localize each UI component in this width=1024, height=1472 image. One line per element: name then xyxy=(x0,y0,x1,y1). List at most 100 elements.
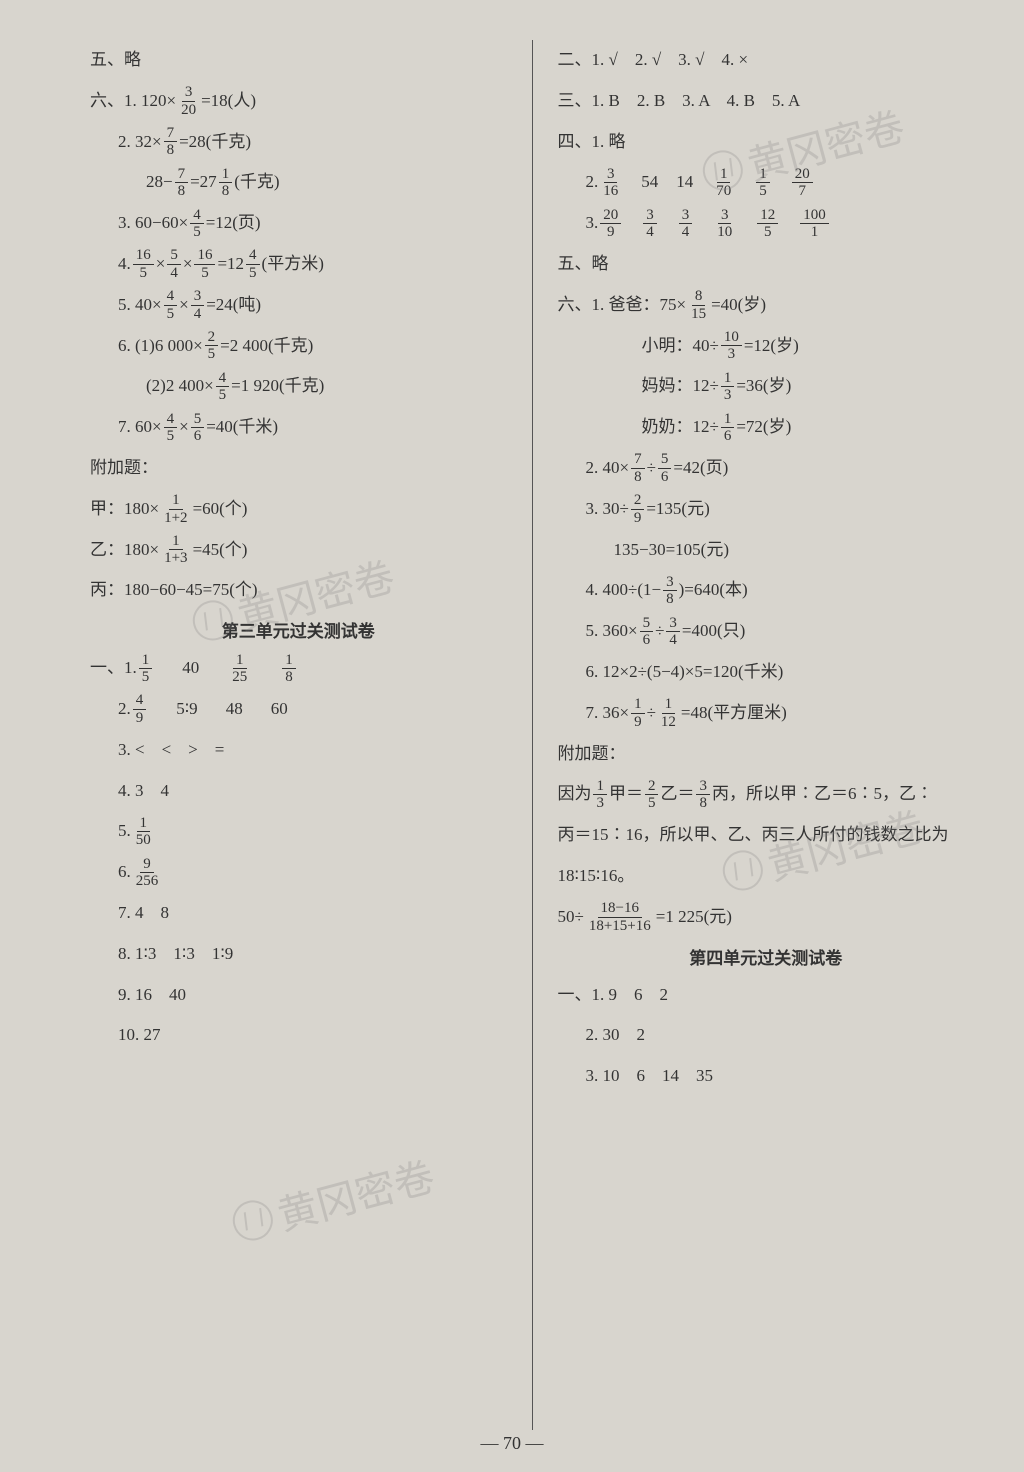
text-line: 二、1. √ 2. √ 3. √ 4. × xyxy=(557,40,974,81)
fraction: 209 xyxy=(600,207,621,241)
text-line: 5. 150 xyxy=(90,811,507,852)
text-line: 8. 1∶3 1∶3 1∶9 xyxy=(90,934,507,975)
text-line: 奶奶：12÷ 16 =72(岁) xyxy=(557,407,974,448)
text-line: 28− 78 =27 18 (千克) xyxy=(90,162,507,203)
t: 4. 400÷(1− xyxy=(585,570,661,611)
fraction: 207 xyxy=(792,166,813,200)
text-line: 3. 30÷ 29 =135(元) xyxy=(557,489,974,530)
text-line: 6. (1)6 000× 25 =2 400(千克) xyxy=(90,326,507,367)
t: =12(页) xyxy=(206,203,261,244)
text-line: 一、1. 9 6 2 xyxy=(557,975,974,1016)
fraction: 45 xyxy=(216,370,230,404)
t: 小明：40÷ xyxy=(641,326,718,367)
fraction: 316 xyxy=(600,166,621,200)
t: 3. xyxy=(585,203,598,244)
fraction: 25 xyxy=(645,778,659,812)
text-line: 9. 16 40 xyxy=(90,975,507,1016)
left-column: 五、略 六、1. 120× 320 =18(人) 2. 32× 78 =28(千… xyxy=(90,40,527,1430)
t: =42(页) xyxy=(673,448,728,489)
fraction: 150 xyxy=(133,815,154,849)
text-line: 3. 209 34 34 310 125 1001 xyxy=(557,203,974,244)
t: 48 xyxy=(226,689,243,730)
fraction: 11+3 xyxy=(161,533,190,567)
t: 2. xyxy=(118,689,131,730)
t: × xyxy=(183,244,193,285)
t: × xyxy=(156,244,166,285)
t: 六、1. 爸爸：75× xyxy=(557,285,686,326)
t: ÷ xyxy=(647,448,656,489)
text-line: 一、1. 15 40 125 18 xyxy=(90,648,507,689)
t: 奶奶：12÷ xyxy=(641,407,718,448)
t: 50÷ xyxy=(557,897,583,938)
t: )=640(本) xyxy=(679,570,748,611)
t: 14 xyxy=(676,162,693,203)
fraction: 125 xyxy=(229,652,250,686)
text-line: 2. 316 54 14 170 15 207 xyxy=(557,162,974,203)
text-line: 2. 40× 78 ÷ 56 =42(页) xyxy=(557,448,974,489)
t: =12 xyxy=(217,244,244,285)
t: 6. xyxy=(118,852,131,893)
text-line: 五、略 xyxy=(557,244,974,285)
text-line: 六、1. 120× 320 =18(人) xyxy=(90,81,507,122)
text-line: 4. 400÷(1− 38 )=640(本) xyxy=(557,570,974,611)
t: (2)2 400× xyxy=(146,366,214,407)
t: 7. 36× xyxy=(585,693,629,734)
fraction: 18 xyxy=(219,166,233,200)
fraction: 165 xyxy=(133,247,154,281)
fraction: 34 xyxy=(666,615,680,649)
page: 五、略 六、1. 120× 320 =18(人) 2. 32× 78 =28(千… xyxy=(0,0,1024,1460)
text-line: 2. 30 2 xyxy=(557,1015,974,1056)
fraction: 78 xyxy=(175,166,189,200)
text-line: 丙＝15∶16，所以甲、乙、丙三人所付的钱数之比为 xyxy=(557,815,974,856)
t: ÷ xyxy=(655,611,664,652)
fraction: 165 xyxy=(194,247,215,281)
t: 4. xyxy=(118,244,131,285)
t: =72(岁) xyxy=(736,407,791,448)
t: × xyxy=(179,407,189,448)
t: =40(千米) xyxy=(206,407,278,448)
fraction: 320 xyxy=(178,84,199,118)
t: =45(个) xyxy=(193,530,248,571)
section-title: 第四单元过关测试卷 xyxy=(557,938,974,975)
text-line: 6. 12×2÷(5−4)×5=120(千米) xyxy=(557,652,974,693)
t: 一、1. xyxy=(90,648,137,689)
t: 40 xyxy=(182,648,199,689)
text-line: 丙：180−60−45=75(个) xyxy=(90,570,507,611)
t: 2. 40× xyxy=(585,448,629,489)
fraction: 18−1618+15+16 xyxy=(586,900,654,934)
fraction: 78 xyxy=(164,125,178,159)
fraction: 49 xyxy=(133,692,147,726)
section-title: 第三单元过关测试卷 xyxy=(90,611,507,648)
t: × xyxy=(179,285,189,326)
t: 5∶9 xyxy=(176,689,197,730)
t: 甲：180× xyxy=(90,489,159,530)
fraction: 25 xyxy=(205,329,219,363)
text-line: 2. 49 5∶9 48 60 xyxy=(90,689,507,730)
t: 六、1. 120× xyxy=(90,81,176,122)
t: =48(平方厘米) xyxy=(681,693,787,734)
text-line: 附加题： xyxy=(557,734,974,775)
text-line: 因为 13 甲＝ 25 乙＝ 38 丙，所以甲∶乙＝6∶5，乙∶ xyxy=(557,774,974,815)
t: 因为 xyxy=(557,774,591,815)
text-line: 18∶15∶16。 xyxy=(557,856,974,897)
fraction: 16 xyxy=(721,411,735,445)
fraction: 1001 xyxy=(800,207,829,241)
fraction: 45 xyxy=(164,411,178,445)
t: =2 400(千克) xyxy=(220,326,313,367)
t: 60 xyxy=(271,689,288,730)
fraction: 125 xyxy=(757,207,778,241)
fraction: 103 xyxy=(721,329,742,363)
t: 3. 60−60× xyxy=(118,203,188,244)
fraction: 45 xyxy=(164,288,178,322)
text-line: 四、1. 略 xyxy=(557,122,974,163)
t: =36(岁) xyxy=(736,366,791,407)
fraction: 9256 xyxy=(133,856,162,890)
text-line: 7. 4 8 xyxy=(90,893,507,934)
fraction: 34 xyxy=(643,207,657,241)
text-line: 六、1. 爸爸：75× 815 =40(岁) xyxy=(557,285,974,326)
fraction: 29 xyxy=(631,492,645,526)
t: =40(岁) xyxy=(711,285,766,326)
fraction: 170 xyxy=(713,166,734,200)
text-line: 3. 10 6 14 35 xyxy=(557,1056,974,1097)
t: 54 xyxy=(641,162,658,203)
